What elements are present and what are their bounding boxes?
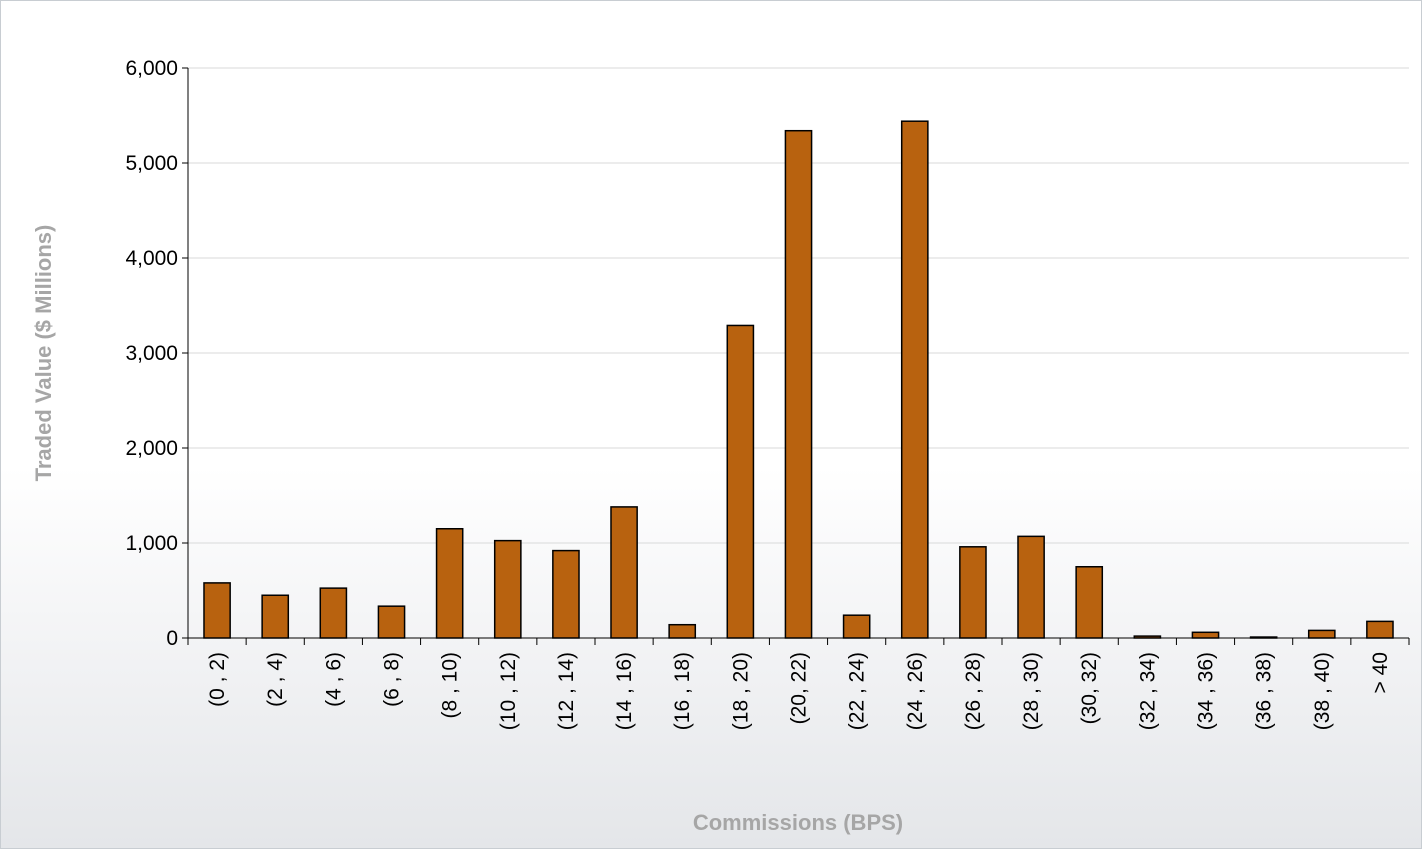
x-tick-label: (34 , 36) (1195, 652, 1218, 730)
x-tick-label: (2 , 4) (264, 652, 287, 707)
bar (1191, 631, 1220, 639)
x-tick-label: (36 , 38) (1253, 652, 1276, 730)
y-tick-labels: 0 1,000 2,000 3,000 4,000 5,000 6,000 (125, 57, 178, 650)
bar (1307, 629, 1336, 639)
bar (377, 605, 406, 639)
x-tick-label: (8 , 10) (439, 652, 462, 719)
y-tick-label: 4,000 (125, 247, 178, 270)
x-tick-label: (4 , 6) (322, 652, 345, 707)
y-tick-label: 2,000 (125, 437, 178, 460)
bar (552, 549, 580, 639)
x-tick-label: (10 , 12) (497, 652, 520, 730)
bar (842, 614, 871, 639)
y-tick-label: 0 (166, 627, 178, 650)
y-tick-label: 3,000 (125, 342, 178, 365)
x-tick-label: (28 , 30) (1020, 652, 1043, 730)
bar (203, 582, 231, 639)
x-tick-labels: (0 , 2) (2 , 4) (4 , 6) (6 , 8) (8 , 10) (10 … (206, 652, 1392, 730)
y-tick-label: 5,000 (125, 152, 178, 175)
x-tick-label: (12 , 14) (555, 652, 578, 730)
x-tick-label: (26 , 28) (962, 652, 985, 730)
x-tick-label: (18 , 20) (729, 652, 752, 730)
x-tick-label: (6 , 8) (381, 652, 404, 707)
x-tick-label: (16 , 18) (671, 652, 694, 730)
bar (435, 528, 464, 639)
bar (900, 120, 929, 639)
y-tick-label: 6,000 (125, 57, 178, 80)
bar (319, 587, 348, 639)
x-tick-label: (38 , 40) (1311, 652, 1334, 730)
x-axis-title: Commissions (BPS) (693, 810, 903, 835)
bar (1366, 620, 1394, 639)
x-tick-label: (0 , 2) (206, 652, 229, 707)
bar (261, 594, 290, 639)
x-tick-label: (22 , 24) (846, 652, 869, 730)
bar (784, 129, 813, 639)
bar (493, 539, 522, 639)
bar (668, 623, 697, 639)
bar (959, 546, 987, 639)
bar (1075, 566, 1104, 639)
axes (182, 67, 1410, 645)
x-tick-label: (30, 32) (1078, 652, 1101, 724)
x-tick-label: (32 , 34) (1136, 652, 1159, 730)
bar (610, 506, 638, 639)
x-tick-label: (20, 22) (788, 652, 811, 724)
x-tick-label: (14 , 16) (613, 652, 636, 730)
x-tick-label: > 40 (1369, 652, 1392, 693)
y-axis-title: Traded Value ($ Millions) (31, 225, 56, 482)
x-tick-label: (24 , 26) (904, 652, 927, 730)
y-tick-label: 1,000 (125, 532, 178, 555)
bar (1017, 535, 1045, 639)
bar-series (203, 120, 1394, 639)
bar (726, 324, 755, 639)
